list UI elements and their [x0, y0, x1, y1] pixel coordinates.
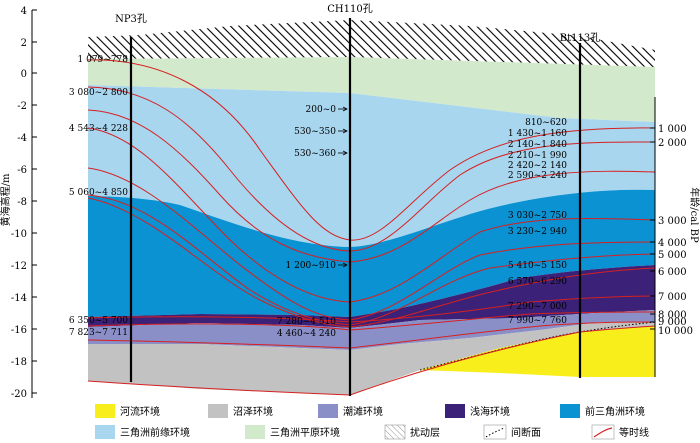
layer-disturbed — [88, 20, 655, 67]
np3-age-label: 4 543~4 228 — [69, 124, 128, 134]
right-tick-label: 10 000 — [658, 326, 693, 337]
left-axis: 4 2 0 -2 -4 -6 -8 -10 -12 -14 -16 -18 -2… — [0, 6, 37, 400]
layer-tidal-flat — [88, 310, 655, 350]
right-tick-label: 7 000 — [658, 292, 687, 303]
isochron-7000 — [87, 295, 656, 323]
legend-swatch-delta-front — [95, 425, 115, 439]
legend-label: 间断面 — [511, 426, 541, 439]
legend-label: 扰动层 — [410, 426, 440, 439]
right-tick-label: 3 000 — [658, 216, 687, 227]
left-tick-label: -2 — [17, 101, 27, 112]
legend-swatch-disturbed — [384, 424, 406, 440]
bt113-age-label: 5 410~5 150 — [508, 261, 567, 271]
legend-label: 等时线 — [619, 426, 649, 439]
left-tick-label: -4 — [17, 133, 27, 144]
right-tick-label: 8 000 — [658, 310, 687, 321]
isochron-10000 — [87, 325, 656, 396]
bt113-age-label: 1 430~1 160 — [508, 129, 567, 139]
ch110-age-label: 530~360 — [294, 149, 336, 159]
bt113-age-label: 3 230~2 940 — [508, 227, 567, 237]
bt113-age-label: 3 030~2 750 — [508, 211, 567, 221]
legend-swatch-swamp — [208, 404, 228, 418]
borehole-title-np3: NP3孔 — [115, 13, 147, 25]
legend-swatch-unconformity — [483, 424, 507, 440]
legend-swatch-delta-plain — [245, 425, 265, 439]
np3-age-label: 1 079~778 — [78, 55, 129, 65]
left-axis-title: 黄海高程/m — [0, 173, 12, 226]
np3-age-labels: 1 079~778 3 080~2 800 4 543~4 228 5 060~… — [69, 55, 128, 338]
left-tick-label: -10 — [11, 229, 27, 240]
bt113-age-label: 7 990~7 760 — [508, 316, 567, 326]
right-tick-label: 5 000 — [658, 250, 687, 261]
layers — [88, 20, 655, 395]
ch110-age-label: 200~0 — [306, 105, 337, 115]
np3-age-label: 7 823~7 711 — [69, 328, 128, 338]
legend-label: 河流环境 — [120, 405, 160, 418]
ch110-age-label: 7 280~4 510 — [277, 317, 336, 327]
right-tick-label: 9 000 — [658, 317, 687, 328]
legend: 河流环境 沼泽环境 潮滩环境 浅海环境 前三角洲环境 三角洲前缘环境 三角洲平原… — [95, 404, 649, 440]
bt113-age-label: 810~620 — [525, 118, 567, 128]
right-axis: 1 000 2 000 3 000 4 000 5 000 6 000 7 00… — [650, 97, 700, 377]
legend-label: 前三角洲环境 — [585, 405, 645, 418]
left-tick-label: -6 — [17, 165, 27, 176]
borehole-title-bt113: Bt113孔 — [560, 32, 600, 44]
left-tick-label: -18 — [11, 357, 27, 368]
isochron-9000 — [87, 321, 656, 349]
layer-delta-front — [88, 85, 655, 247]
bt113-age-label: 2 590~2 240 — [508, 171, 567, 181]
left-tick-label: -16 — [11, 325, 27, 336]
bt113-age-label: 7 290~7 000 — [508, 302, 567, 312]
ch110-age-labels: 200~0 530~350 530~360 1 200~910 7 280~4 … — [277, 105, 336, 339]
legend-label: 三角洲前缘环境 — [120, 426, 190, 439]
right-axis-title: 年龄/cal BP — [688, 187, 700, 243]
ch110-age-label: 530~350 — [294, 127, 336, 137]
legend-label: 三角洲平原环境 — [270, 426, 340, 439]
legend-unconformity-mark — [485, 427, 505, 438]
left-tick-label: -8 — [17, 197, 27, 208]
left-tick-label: -14 — [11, 293, 27, 304]
left-tick-label: 0 — [21, 69, 27, 80]
legend-swatch-shallow-sea — [445, 404, 465, 418]
legend-label: 沼泽环境 — [233, 405, 273, 418]
bt113-age-label: 2 420~2 140 — [508, 161, 567, 171]
legend-isochron-mark — [593, 427, 613, 438]
left-tick-label: -12 — [11, 261, 27, 272]
isochron-8000 — [87, 311, 656, 331]
bt113-age-label: 6 570~6 290 — [508, 277, 567, 287]
left-tick-label: 2 — [21, 38, 27, 49]
right-tick-label: 4 000 — [658, 238, 687, 249]
legend-label: 浅海环境 — [470, 405, 510, 418]
layer-fluvial — [420, 326, 655, 377]
left-tick-label: 4 — [21, 6, 27, 17]
left-tick-label: -20 — [11, 389, 27, 400]
np3-age-label: 5 060~4 850 — [69, 188, 128, 198]
layer-swamp — [88, 322, 655, 395]
ch110-age-label: 4 460~4 240 — [277, 329, 336, 339]
legend-label: 潮滩环境 — [343, 405, 383, 418]
legend-swatch-fluvial — [95, 404, 115, 418]
legend-swatch-prodelta — [560, 404, 580, 418]
right-tick-label: 6 000 — [658, 267, 687, 278]
np3-age-label: 3 080~2 800 — [69, 88, 128, 98]
right-tick-label: 1 000 — [658, 124, 687, 135]
ch110-age-label: 1 200~910 — [286, 261, 337, 271]
borehole-title-ch110: CH110孔 — [327, 3, 372, 15]
bt113-age-label: 2 140~1 840 — [508, 140, 567, 150]
layer-shallow-sea — [88, 265, 655, 328]
bt113-age-labels: 810~620 1 430~1 160 2 140~1 840 2 210~1 … — [508, 118, 567, 326]
right-tick-label: 2 000 — [658, 138, 687, 149]
layer-delta-plain — [88, 57, 655, 122]
layer-prodelta — [88, 189, 655, 317]
ch110-arrows — [338, 106, 348, 268]
bt113-age-label: 2 210~1 990 — [508, 151, 567, 161]
legend-swatch-tidal-flat — [318, 404, 338, 418]
boreholes — [129, 18, 582, 396]
np3-age-label: 6 350~5 700 — [69, 316, 128, 326]
